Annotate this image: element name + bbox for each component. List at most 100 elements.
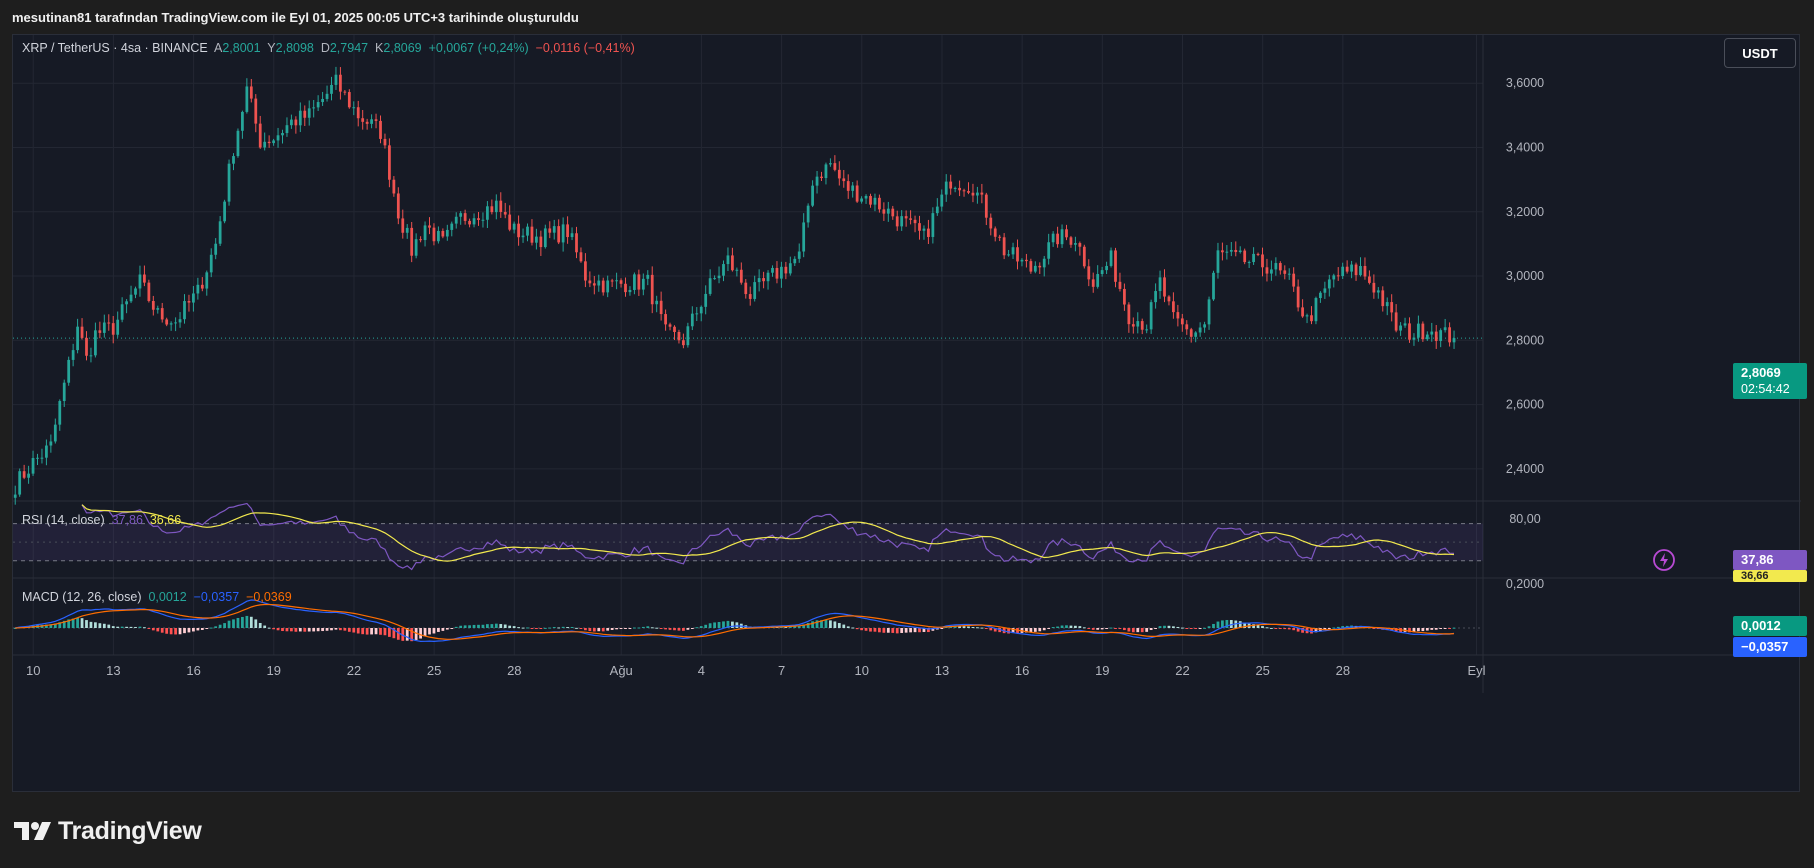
x-tick-label: 7 <box>778 663 785 678</box>
low-value: 2,7947 <box>329 41 369 55</box>
macd-histogram-bar <box>405 628 409 641</box>
macd-histogram-bar <box>494 623 498 628</box>
candle <box>503 202 507 219</box>
macd-histogram-bar <box>258 622 262 628</box>
macd-histogram-bar <box>174 628 177 635</box>
candle <box>820 171 823 182</box>
candle <box>1172 292 1175 319</box>
candle <box>650 266 654 314</box>
macd-histogram-bar <box>1256 624 1260 628</box>
candle <box>1341 262 1345 280</box>
macd-histogram-bar <box>837 623 841 628</box>
macd-histogram-bar <box>303 628 307 632</box>
macd-histogram-bar <box>143 627 146 629</box>
candle <box>1212 270 1215 301</box>
macd-histogram-bar <box>298 628 302 632</box>
symbol-label[interactable]: XRP / TetherUS · 4sa · BINANCE <box>22 41 208 55</box>
macd-histogram-bar <box>731 621 734 628</box>
candle <box>1452 330 1456 349</box>
macd-histogram-bar <box>209 627 213 629</box>
candle <box>851 181 855 198</box>
macd-histogram-bar <box>486 624 489 628</box>
candle <box>535 228 538 250</box>
macd-histogram-bar <box>1221 620 1224 628</box>
candle <box>628 286 632 296</box>
candle <box>1238 246 1242 254</box>
candle <box>1033 261 1037 274</box>
candle <box>753 275 757 302</box>
candle <box>494 194 498 220</box>
macd-histogram-bar <box>1149 628 1153 631</box>
y-tick-label: 3,6000 <box>1506 76 1544 90</box>
macd-histogram-bar <box>793 626 797 628</box>
macd-histogram-bar <box>833 621 837 628</box>
candle <box>303 105 307 127</box>
candle <box>615 272 618 290</box>
candle <box>1109 247 1113 268</box>
candle <box>900 210 904 231</box>
macd-histogram-bar <box>214 626 218 628</box>
candle <box>922 225 926 240</box>
macd-histogram-bar <box>312 628 316 632</box>
candle <box>276 127 280 148</box>
macd-histogram-bar <box>307 628 311 632</box>
candle <box>1359 257 1362 277</box>
macd-histogram-bar <box>1238 621 1242 628</box>
candle <box>490 199 494 215</box>
candle <box>1011 242 1015 260</box>
candle <box>1296 279 1300 312</box>
macd-histogram-bar <box>891 628 895 633</box>
macd-histogram-bar <box>940 628 944 629</box>
candle <box>686 322 690 348</box>
macd-histogram-bar <box>396 628 400 640</box>
candle <box>624 277 627 297</box>
macd-histogram-bar <box>1087 628 1091 629</box>
chart-canvas[interactable]: 3,6000 3,4000 3,2000 3,0000 2,8000 2,6000 2,40… <box>13 35 1801 793</box>
candle <box>227 159 231 206</box>
candle <box>85 331 88 361</box>
macd-histogram-bar <box>463 625 467 628</box>
macd-histogram-bar <box>855 628 859 630</box>
candle <box>833 155 837 172</box>
candle <box>432 223 436 246</box>
candle <box>1327 274 1331 297</box>
candle <box>597 274 601 292</box>
alert-icon[interactable] <box>1652 548 1676 572</box>
macd-histogram-bar <box>1163 625 1166 628</box>
macd-histogram-bar <box>437 628 440 632</box>
candle <box>561 217 565 252</box>
chart-frame[interactable]: 3,6000 3,4000 3,2000 3,0000 2,8000 2,6000 2,40… <box>12 34 1807 793</box>
macd-histogram-bar <box>356 628 360 634</box>
candle <box>459 211 463 225</box>
candle <box>659 291 663 321</box>
candle <box>552 219 556 240</box>
x-tick-label: 16 <box>186 663 200 678</box>
candle <box>1265 258 1269 282</box>
candle <box>757 269 761 292</box>
candle <box>196 277 200 300</box>
candle <box>1229 241 1233 257</box>
rsi-label[interactable]: RSI (14, close) <box>22 513 105 527</box>
candle <box>147 279 151 303</box>
candle <box>1274 257 1278 276</box>
candle <box>998 234 1002 242</box>
candle <box>744 279 748 299</box>
candle <box>1261 247 1264 277</box>
candle <box>254 94 258 133</box>
macd-histogram-bar <box>597 628 601 632</box>
candle <box>655 295 659 313</box>
candle <box>102 314 106 338</box>
currency-button[interactable]: USDT <box>1724 38 1796 68</box>
macd-histogram-bar <box>98 623 102 628</box>
candle <box>1167 295 1171 306</box>
extended-change-value: −0,0116 (−0,41%) <box>535 41 635 55</box>
chart-title: mesutinan81 tarafından TradingView.com i… <box>12 10 579 25</box>
candle <box>1198 322 1202 337</box>
candle <box>1270 260 1273 281</box>
candle <box>1091 272 1095 293</box>
candle <box>423 221 427 247</box>
candle <box>1145 324 1149 334</box>
macd-label[interactable]: MACD (12, 26, close) <box>22 590 142 604</box>
y-tick-label: 3,2000 <box>1506 205 1544 219</box>
candle <box>454 212 458 229</box>
